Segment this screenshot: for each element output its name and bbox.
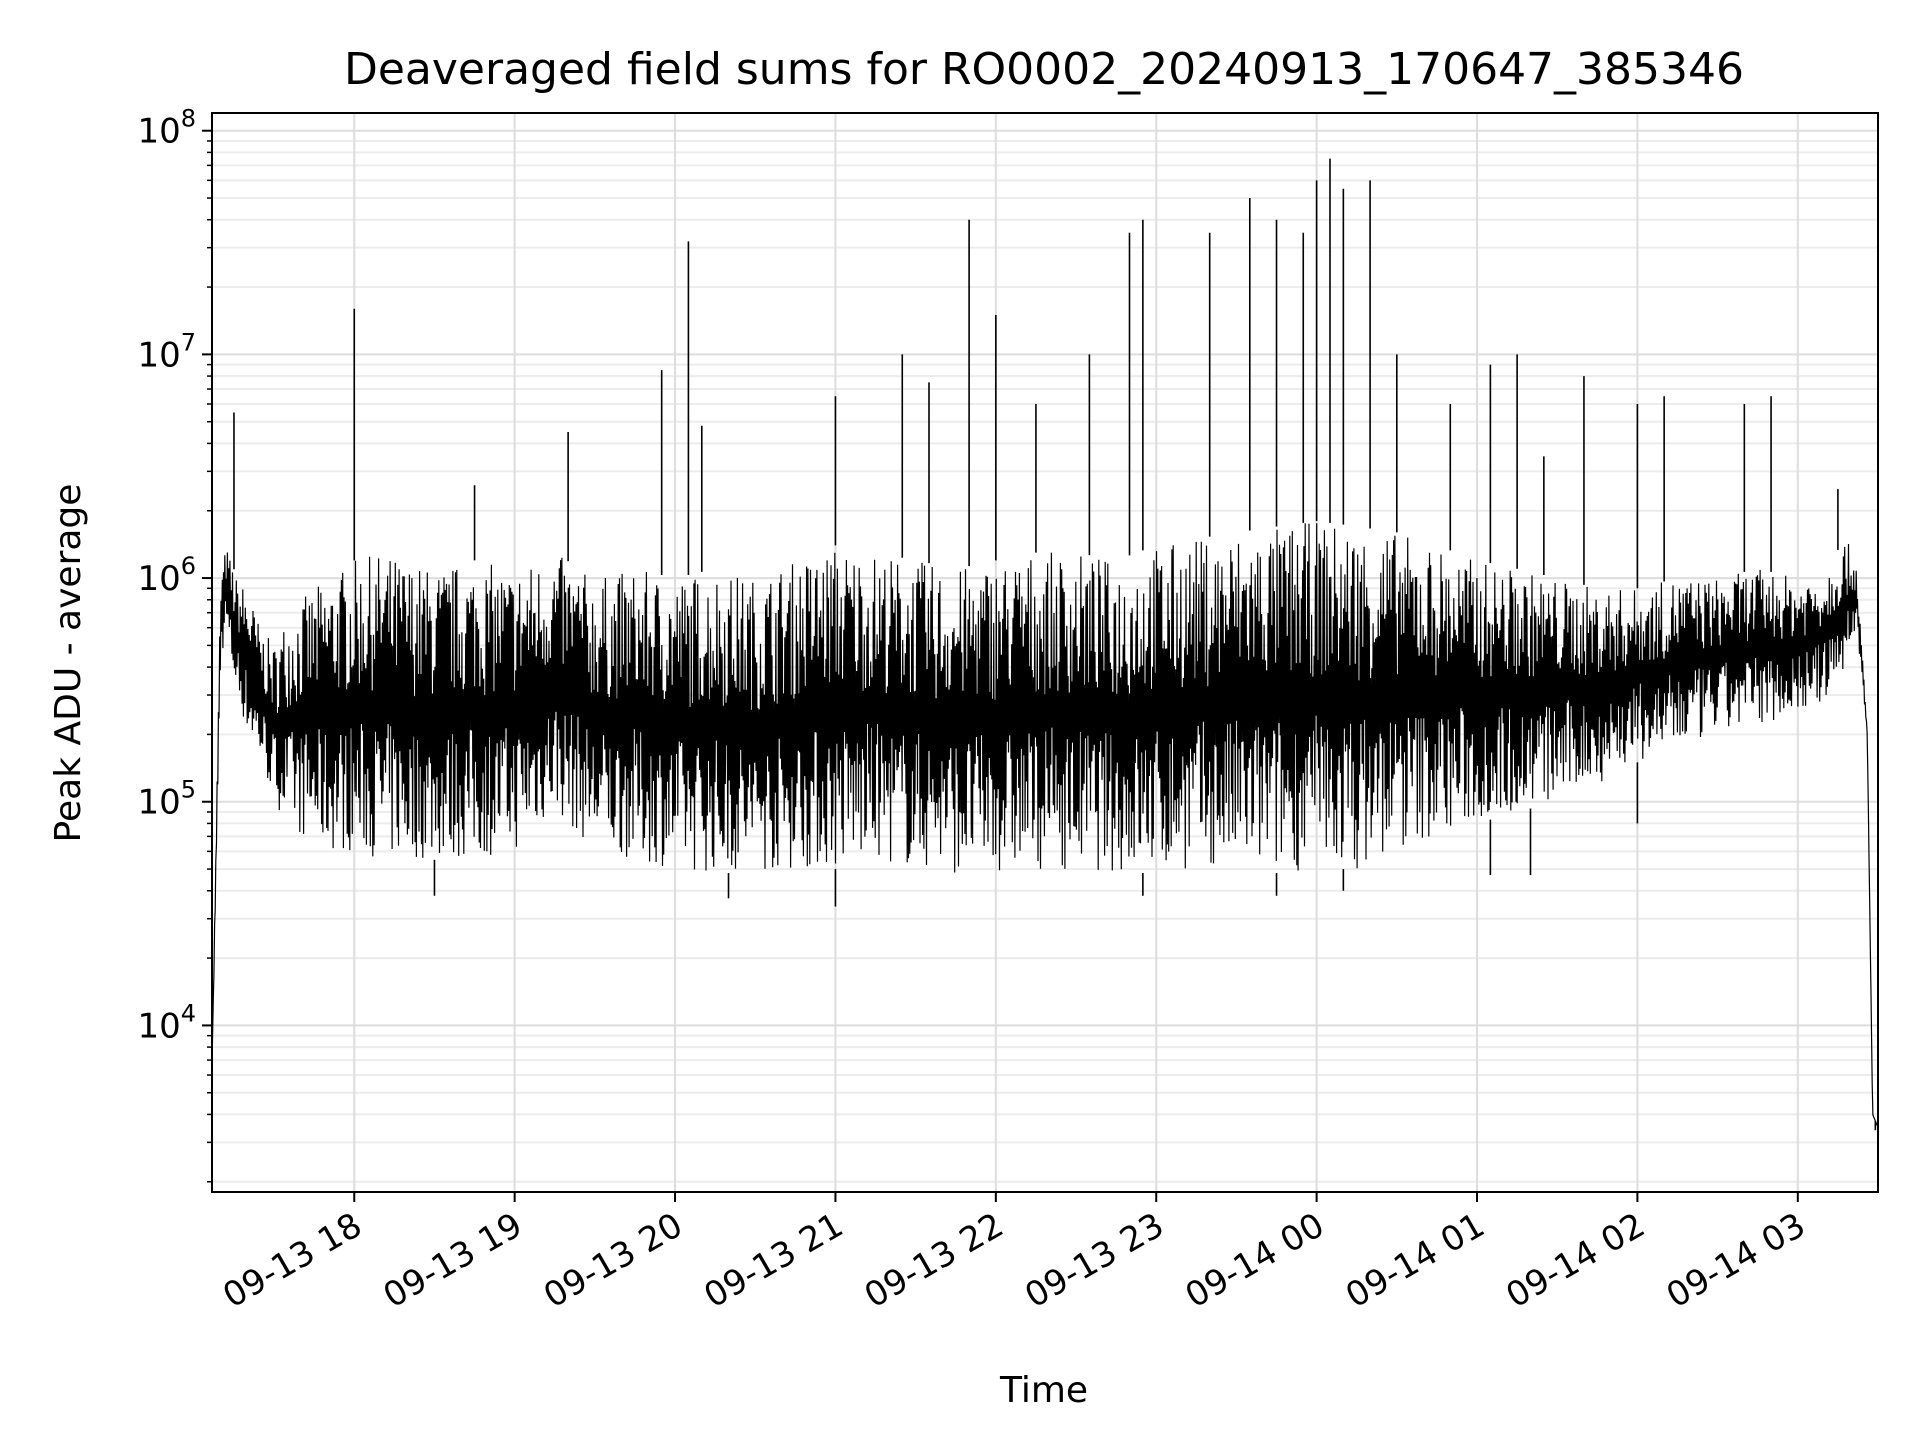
y-tick-label: 104 [137, 999, 196, 1046]
plot-frame [211, 112, 1879, 1193]
grid [212, 113, 1878, 1192]
y-tick-label: 106 [137, 552, 196, 599]
chart-title: Deaveraged field sums for RO0002_2024091… [344, 44, 1744, 95]
series-line [211, 523, 1879, 1128]
x-axis-label: Time [999, 1370, 1088, 1411]
y-tick-label: 108 [137, 105, 196, 152]
y-tick-label: 107 [137, 328, 196, 375]
y-tick-label: 105 [137, 776, 196, 823]
plot-area [211, 158, 1879, 1131]
y-axis-label: Peak ADU - average [48, 484, 89, 843]
